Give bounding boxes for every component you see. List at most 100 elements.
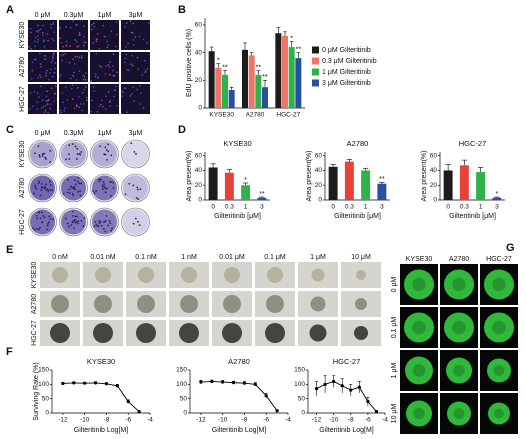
nucleus [45, 72, 47, 74]
image-tile [28, 52, 57, 82]
nucleus [114, 89, 116, 91]
image-tile [212, 320, 252, 346]
colony [38, 228, 40, 231]
nucleus [116, 20, 118, 23]
data-point [72, 381, 76, 385]
colony [47, 221, 50, 223]
y-tick-label: 100 [38, 381, 49, 388]
colony [130, 142, 133, 145]
row-label: HGC-27 [19, 209, 26, 235]
nucleus [52, 57, 55, 59]
row-label: KYSE30 [31, 262, 38, 289]
x-tick-label: -12 [196, 417, 206, 424]
colony [34, 152, 36, 155]
colony [43, 152, 46, 155]
nucleus [104, 73, 107, 75]
image-tile [40, 291, 80, 317]
image-tile [298, 291, 338, 317]
colony [37, 182, 40, 185]
spheroid [180, 295, 198, 313]
nucleus [46, 69, 48, 72]
significance-mark: * [217, 58, 220, 65]
image-tile [298, 320, 338, 346]
chart-title: KYSE30 [223, 139, 251, 148]
column-label: 0.3μM [64, 12, 84, 19]
colony [32, 227, 34, 230]
nucleus [131, 31, 134, 34]
column-label: A2780 [449, 256, 469, 263]
nucleus [100, 103, 102, 106]
nucleus [72, 20, 75, 22]
nucleus [91, 24, 93, 26]
image-tile [400, 264, 438, 305]
x-tick-label: KYSE30 [209, 112, 234, 119]
bar [222, 74, 228, 108]
bar [459, 165, 469, 200]
nucleus [64, 107, 66, 110]
nucleus [42, 24, 44, 27]
bar [241, 185, 251, 200]
bar [257, 197, 267, 200]
colony [49, 184, 52, 186]
nucleus [66, 98, 69, 101]
nucleus [138, 85, 141, 87]
nucleus [39, 63, 42, 65]
colony [98, 222, 101, 225]
x-tick-label: HGC-27 [276, 112, 300, 119]
colony [45, 183, 48, 186]
image-tile [90, 173, 119, 203]
row-label: A2780 [19, 178, 26, 198]
spheroid [179, 323, 199, 343]
colony [68, 144, 71, 147]
nucleus [62, 101, 64, 104]
nucleus [69, 26, 72, 29]
y-tick-label: 60 [195, 152, 203, 159]
micrograph [121, 52, 150, 82]
spheroid [223, 295, 241, 313]
nucleus [98, 47, 101, 50]
nucleus [116, 104, 119, 107]
column-label: 0 μM [35, 12, 51, 19]
row-label: A2780 [19, 57, 26, 77]
colony [109, 180, 112, 183]
significance-mark: * [244, 177, 247, 184]
colony [39, 217, 42, 220]
nucleus [136, 56, 139, 59]
nucleus [98, 65, 101, 67]
image-tile [169, 320, 209, 346]
image-tile [212, 291, 252, 317]
nucleus [102, 105, 104, 108]
nucleus [52, 75, 54, 78]
colony [110, 154, 113, 157]
y-tick-label: 100 [176, 381, 187, 388]
image-tile [28, 20, 57, 50]
spheroid [224, 267, 240, 283]
error-bar [296, 52, 301, 59]
colony [38, 211, 41, 214]
nucleus [90, 28, 93, 31]
nucleus [109, 100, 112, 102]
nucleus [72, 71, 75, 74]
nucleus [59, 37, 61, 40]
data-point [357, 385, 361, 389]
y-tick-label: 50 [42, 395, 50, 402]
nucleus [37, 31, 39, 33]
nucleus [90, 80, 93, 82]
nucleus [125, 53, 127, 56]
image-tile [90, 84, 119, 114]
nucleus [129, 95, 132, 97]
colony [83, 216, 86, 219]
nucleus [80, 55, 83, 57]
nucleus [96, 38, 99, 41]
colony [74, 145, 77, 148]
y-tick-label: 50 [298, 395, 306, 402]
colony [34, 228, 36, 231]
colony [104, 153, 107, 156]
colony [64, 217, 67, 220]
colony [68, 188, 71, 191]
colony [128, 182, 131, 185]
image-tile [480, 307, 518, 348]
nucleus [34, 45, 37, 48]
data-point [366, 399, 370, 404]
image-tile [28, 139, 57, 169]
